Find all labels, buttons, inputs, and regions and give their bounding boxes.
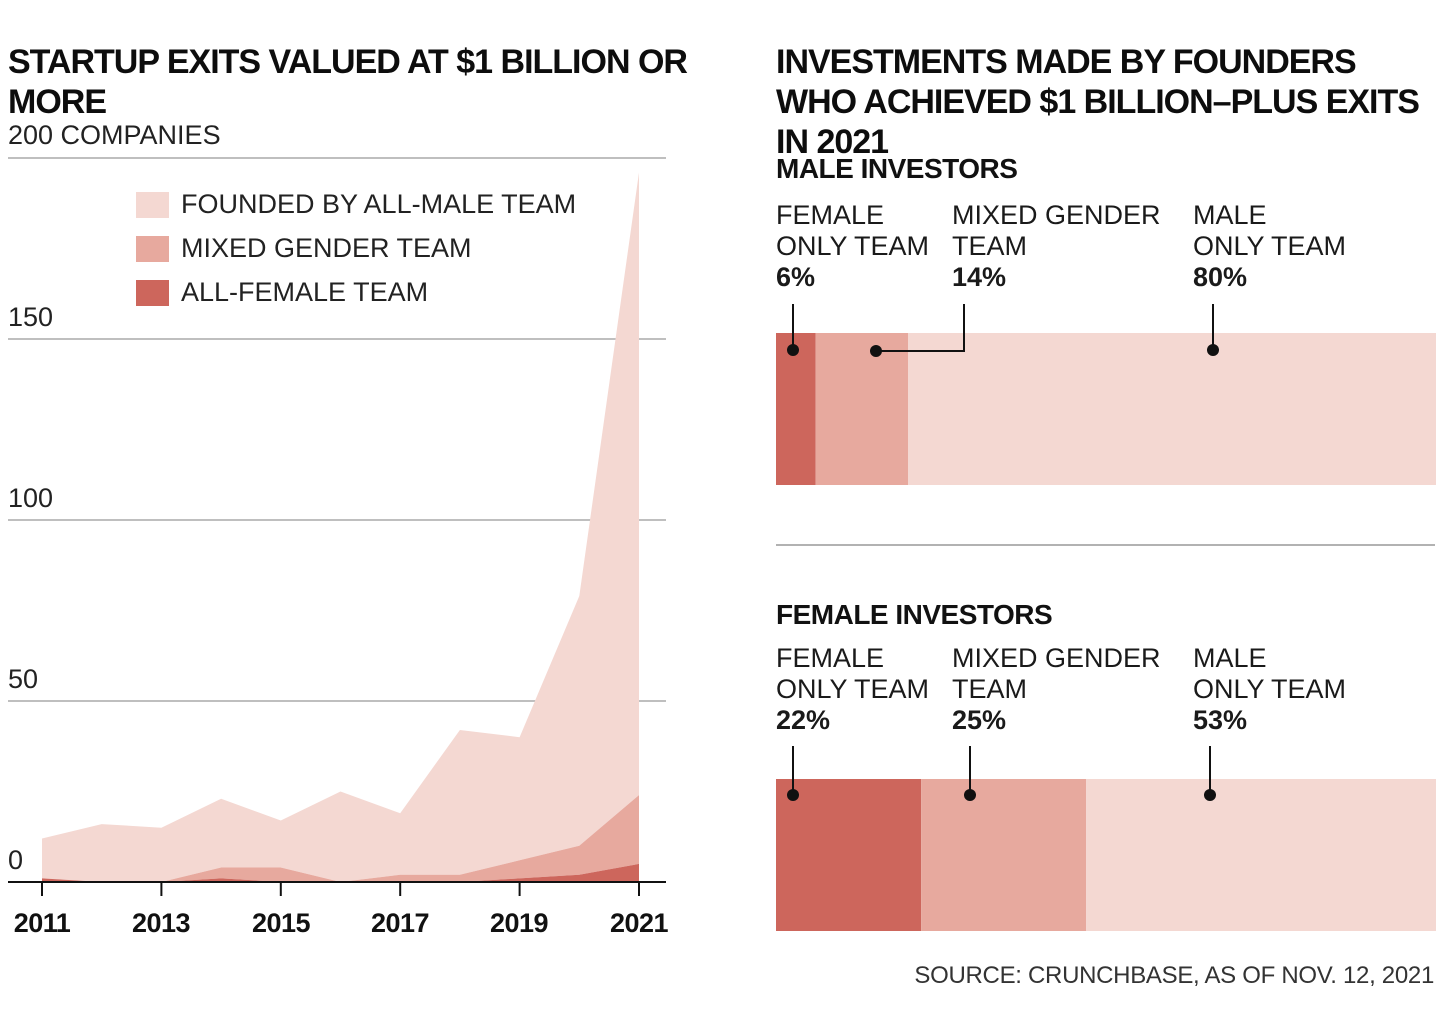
bar-seg-mixed-male-investors [815,333,908,485]
leader-dot [870,345,882,357]
bar-seg-female-only-female-investors [776,779,922,931]
area-all-male [42,172,639,883]
callout-leaders [787,304,1219,801]
callout-male-inv-mixed: MIXED GENDER TEAM 14% [952,200,1161,293]
leader-dot [787,344,799,356]
callout-line2: ONLY TEAM [1193,674,1347,704]
callout-line2: ONLY TEAM [1193,231,1347,261]
callout-line1: MALE [1193,200,1267,230]
callout-pct: 6% [776,262,816,292]
leader-line [876,304,965,352]
callout-line2: TEAM [952,231,1028,261]
legend-label-all-female: ALL-FEMALE TEAM [181,277,429,307]
legend-label-mixed: MIXED GENDER TEAM [181,233,472,263]
callout-line2: ONLY TEAM [776,231,930,261]
area-all-female [42,863,639,882]
callout-pct: 14% [952,262,1007,292]
area-layers [42,172,639,883]
callout-line1: MIXED GENDER [952,200,1161,230]
bar-seg-female-only-male-investors [776,333,816,485]
leader-dot [1204,789,1216,801]
bar-seg-male-only-female-investors [1086,779,1436,931]
callout-line1: MALE [1193,643,1267,673]
stacked-bars [776,333,1436,931]
legend-label-all-male: FOUNDED BY ALL-MALE TEAM [181,189,577,219]
callout-line2: ONLY TEAM [776,674,930,704]
callout-line1: MIXED GENDER [952,643,1161,673]
y-tick-50: 50 [8,664,39,694]
x-tick-marks [41,882,640,896]
section-title-female-investors: FEMALE INVESTORS [776,599,1053,630]
callout-pct: 80% [1193,262,1248,292]
y-tick-0: 0 [8,845,24,875]
y-tick-100: 100 [8,483,54,513]
leader-dot [1207,344,1219,356]
bar-seg-male-only-male-investors [908,333,1436,485]
x-tick-2013: 2013 [131,908,191,938]
y-tick-150: 150 [8,302,54,332]
x-tick-2015: 2015 [251,908,311,938]
right-chart-title: INVESTMENTS MADE BY FOUNDERS WHO ACHIEVE… [776,43,1420,161]
source-note: SOURCE: CRUNCHBASE, AS OF NOV. 12, 2021 [914,962,1434,989]
bar-seg-mixed-female-investors [921,779,1087,931]
x-tick-2017: 2017 [370,908,430,938]
legend-swatch-all-male [136,192,169,218]
x-tick-2011: 2011 [13,908,71,938]
callout-male-inv-male-only: MALE ONLY TEAM 80% [1193,200,1346,293]
area-mixed [42,795,639,882]
x-tick-2021: 2021 [609,908,669,938]
left-chart-title: STARTUP EXITS VALUED AT $1 BILLION OR MO… [8,43,688,121]
callout-female-inv-male-only: MALE ONLY TEAM 53% [1193,643,1346,736]
callout-line2: TEAM [952,674,1028,704]
callout-pct: 25% [952,705,1007,735]
callout-male-inv-female-only: FEMALE ONLY TEAM 6% [776,200,929,293]
callout-line1: FEMALE [776,200,885,230]
legend-swatch-mixed [136,236,169,262]
section-title-male-investors: MALE INVESTORS [776,153,1018,184]
callout-female-inv-female-only: FEMALE ONLY TEAM 22% [776,643,929,736]
x-tick-2019: 2019 [489,908,549,938]
callout-line1: FEMALE [776,643,885,673]
callout-pct: 22% [776,705,831,735]
y-axis-label: 200 COMPANIES [8,120,221,150]
leader-dot [964,789,976,801]
legend-swatch-all-female [136,280,169,306]
leader-dot [787,789,799,801]
callout-female-inv-mixed: MIXED GENDER TEAM 25% [952,643,1161,736]
callout-pct: 53% [1193,705,1248,735]
